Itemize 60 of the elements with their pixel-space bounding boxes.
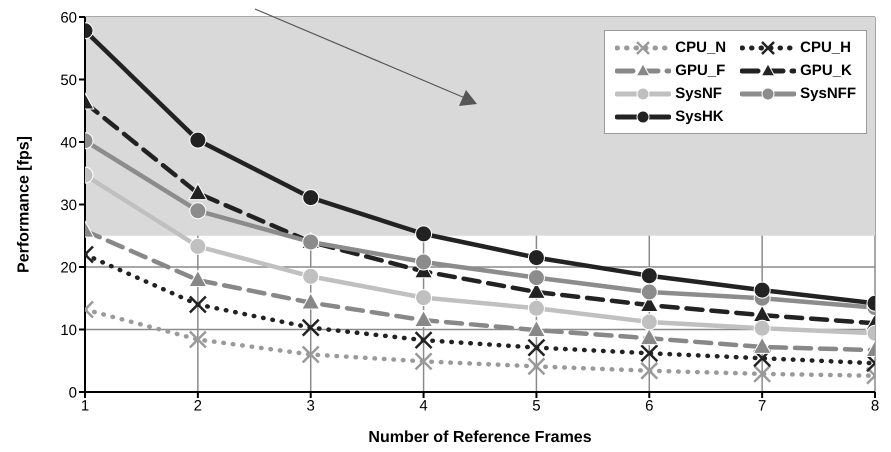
x-tick-label: 5 [532, 398, 541, 415]
x-tick-label: 1 [80, 398, 90, 415]
point [414, 330, 433, 350]
y-tick-label: 60 [60, 9, 77, 26]
y-axis-title: Performance [fps] [16, 136, 33, 273]
y-tick-label: 20 [60, 259, 77, 276]
y-tick-label: 10 [60, 322, 77, 339]
point [752, 336, 772, 354]
point [527, 357, 546, 376]
legend-label: CPU_N [675, 39, 726, 56]
point [301, 345, 320, 364]
y-tick-label: 50 [60, 72, 77, 89]
point [188, 183, 208, 200]
point [414, 352, 433, 371]
point [754, 282, 771, 299]
legend-label: SysHK [675, 108, 724, 125]
y-tick-label: 40 [60, 134, 77, 152]
point [415, 289, 432, 306]
point [189, 132, 206, 149]
legend-label: GPU_K [800, 62, 852, 79]
legend-label: SysNFF [800, 85, 856, 102]
point [528, 249, 545, 266]
point [301, 292, 320, 310]
point [302, 189, 320, 206]
point [640, 267, 658, 284]
point [754, 320, 771, 337]
point [302, 268, 320, 285]
point [640, 344, 659, 362]
point [302, 234, 320, 250]
x-tick-label: 8 [870, 398, 880, 415]
legend-label: CPU_H [800, 39, 851, 56]
point [188, 330, 208, 349]
point [527, 338, 546, 357]
legend-label: GPU_F [675, 62, 726, 79]
x-axis-title: Number of Reference Frames [368, 429, 592, 446]
point [640, 328, 659, 346]
point [415, 225, 432, 242]
point [188, 270, 208, 288]
legend-label: SysNF [675, 85, 722, 102]
point [301, 318, 320, 337]
x-tick-label: 3 [306, 398, 315, 415]
point [752, 364, 772, 384]
point [527, 320, 546, 338]
point [640, 314, 658, 330]
x-tick-label: 4 [419, 398, 428, 415]
x-tick-label: 6 [645, 398, 654, 415]
point [528, 269, 545, 286]
y-tick-label: 30 [60, 196, 77, 214]
point [415, 254, 432, 270]
point [640, 284, 658, 300]
point [189, 202, 206, 220]
x-tick-label: 2 [194, 398, 202, 415]
point [640, 362, 659, 380]
y-tick-label: 0 [68, 384, 77, 402]
point [189, 238, 206, 255]
point [528, 300, 545, 317]
point [752, 349, 772, 368]
x-tick-label: 7 [758, 398, 766, 415]
point [414, 310, 433, 328]
point [188, 295, 208, 314]
